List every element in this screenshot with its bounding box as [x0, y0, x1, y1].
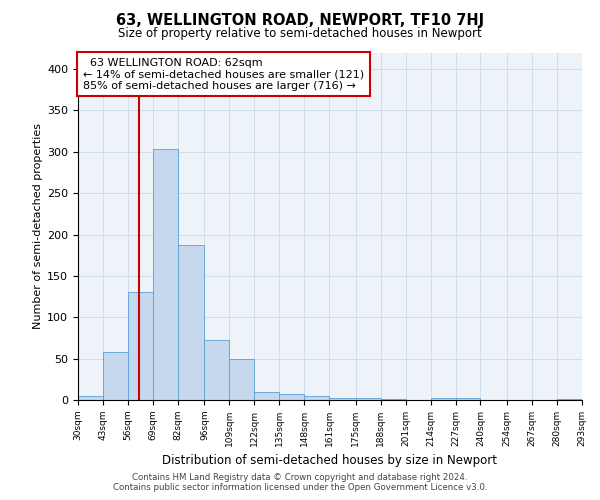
Bar [254, 392, 279, 400]
Text: 63, WELLINGTON ROAD, NEWPORT, TF10 7HJ: 63, WELLINGTON ROAD, NEWPORT, TF10 7HJ [116, 12, 484, 28]
Bar [178, 246, 205, 400]
Bar [128, 292, 153, 400]
Bar [153, 150, 178, 400]
Bar [329, 398, 356, 400]
Bar [455, 398, 481, 400]
Bar [78, 396, 103, 400]
Bar [381, 399, 406, 400]
Bar [279, 394, 304, 400]
Bar [229, 360, 254, 400]
Bar [103, 352, 128, 400]
Bar [356, 398, 381, 400]
Bar [557, 399, 582, 400]
X-axis label: Distribution of semi-detached houses by size in Newport: Distribution of semi-detached houses by … [163, 454, 497, 468]
Bar [431, 398, 455, 400]
Text: 63 WELLINGTON ROAD: 62sqm
← 14% of semi-detached houses are smaller (121)
85% of: 63 WELLINGTON ROAD: 62sqm ← 14% of semi-… [83, 58, 364, 91]
Bar [304, 396, 329, 400]
Text: Size of property relative to semi-detached houses in Newport: Size of property relative to semi-detach… [118, 28, 482, 40]
Text: Contains HM Land Registry data © Crown copyright and database right 2024.
Contai: Contains HM Land Registry data © Crown c… [113, 473, 487, 492]
Bar [205, 340, 229, 400]
Y-axis label: Number of semi-detached properties: Number of semi-detached properties [33, 123, 43, 329]
